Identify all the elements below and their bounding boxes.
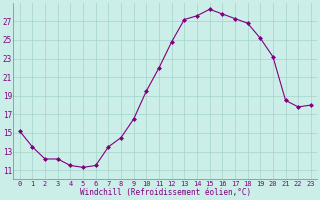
X-axis label: Windchill (Refroidissement éolien,°C): Windchill (Refroidissement éolien,°C) [80, 188, 251, 197]
